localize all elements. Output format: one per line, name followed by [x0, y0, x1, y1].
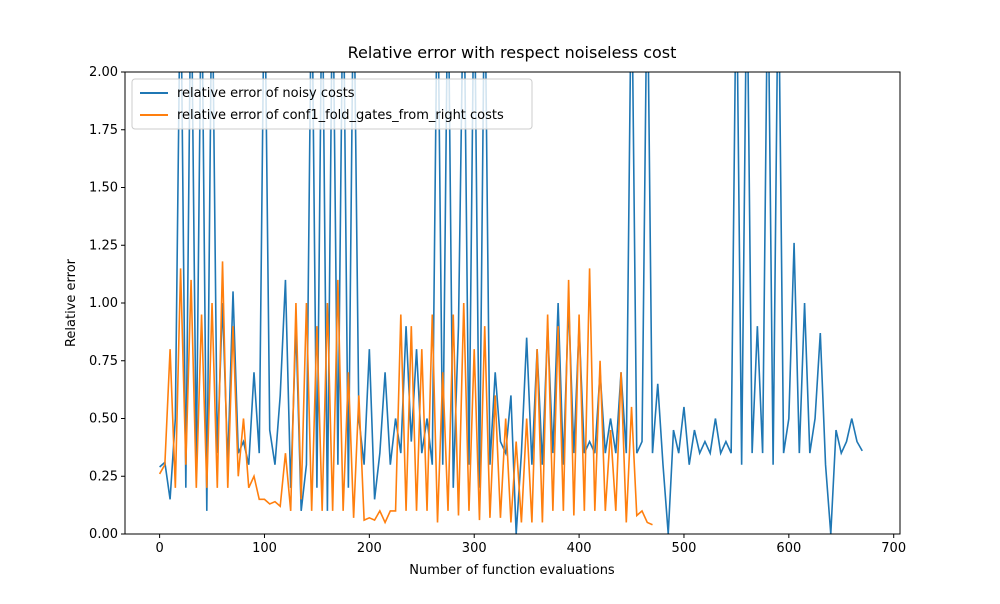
x-tick-label: 100: [252, 541, 277, 556]
x-tick-label: 300: [462, 541, 487, 556]
chart-title: Relative error with respect noiseless co…: [348, 43, 677, 62]
x-tick-label: 0: [155, 541, 163, 556]
legend-box: [131, 78, 533, 130]
x-tick-label: 500: [672, 541, 697, 556]
x-tick-label: 200: [357, 541, 382, 556]
x-axis-label: Number of function evaluations: [409, 563, 615, 578]
legend-label: relative error of conf1_fold_gates_from_…: [177, 108, 504, 123]
y-tick-label: 1.00: [89, 296, 118, 311]
plot-frame: [124, 71, 901, 535]
y-tick-label: 0.00: [89, 527, 118, 542]
legend-label: relative error of noisy costs: [177, 86, 355, 101]
data-line: [159, 72, 863, 534]
y-tick-label: 1.25: [89, 238, 118, 253]
y-tick-label: 1.50: [89, 181, 118, 196]
plot-lines: [158, 72, 863, 534]
y-axis-label: Relative error: [64, 258, 79, 347]
y-tick-label: 0.50: [89, 412, 118, 427]
y-tick-label: 1.75: [89, 123, 118, 138]
y-tick-label: 0.25: [89, 469, 118, 484]
x-tick-label: 700: [881, 541, 906, 556]
x-tick-label: 400: [567, 541, 592, 556]
y-tick-label: 0.75: [89, 354, 118, 369]
data-line: [158, 261, 653, 526]
x-tick-label: 600: [776, 541, 801, 556]
y-tick-label: 2.00: [89, 65, 118, 80]
